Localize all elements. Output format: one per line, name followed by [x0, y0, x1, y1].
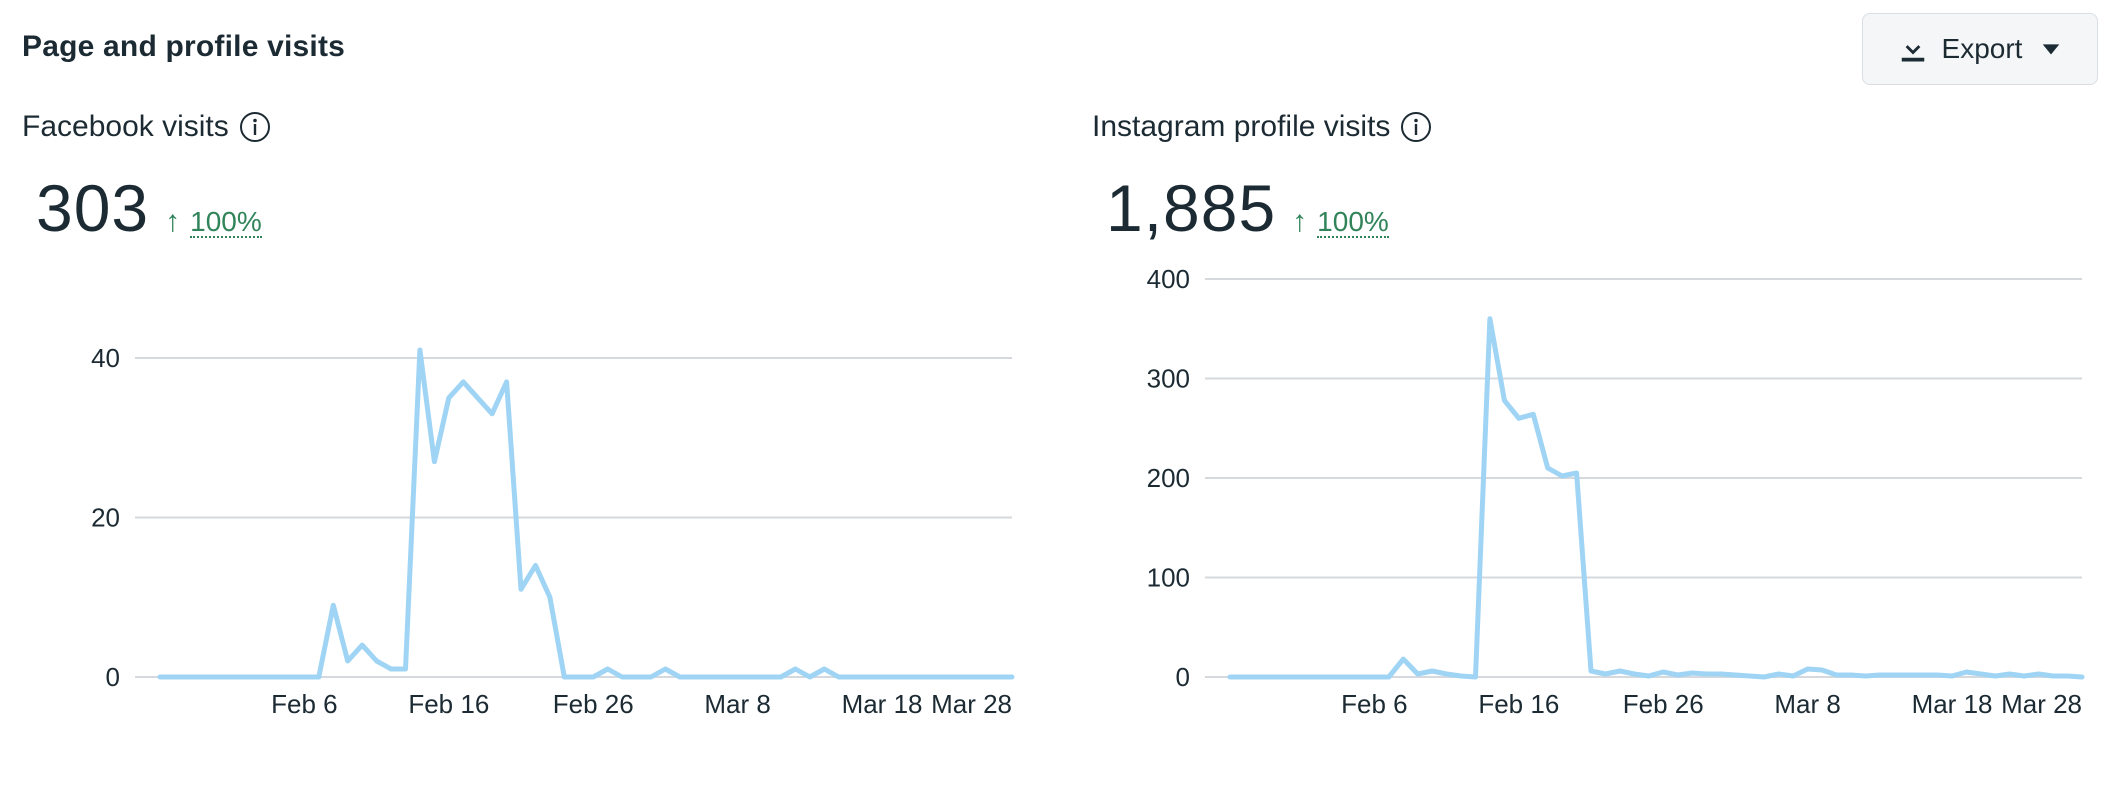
instagram-x-tick-label: Mar 18	[1912, 689, 1993, 719]
facebook-y-tick-label: 40	[91, 343, 120, 373]
export-button[interactable]: Export	[1862, 13, 2098, 85]
instagram-visits-title: Instagram profile visits	[1092, 110, 1432, 144]
facebook-x-tick-label: Feb 6	[271, 689, 338, 719]
facebook-visits-kpi: 303 ↑ 100%	[36, 170, 262, 246]
instagram-visits-value: 1,885	[1106, 171, 1277, 245]
instagram-x-tick-label: Mar 28	[2001, 689, 2082, 719]
facebook-visits-change-pct[interactable]: 100%	[190, 206, 262, 239]
facebook-visits-change: ↑ 100%	[165, 205, 262, 239]
instagram-y-tick-label: 100	[1147, 563, 1190, 593]
facebook-visits-value: 303	[36, 171, 150, 245]
instagram-x-tick-label: Feb 26	[1623, 689, 1704, 719]
instagram-visits-change: ↑ 100%	[1292, 205, 1389, 239]
info-icon[interactable]	[1400, 111, 1432, 143]
section-title: Page and profile visits	[22, 30, 346, 63]
facebook-visits-title: Facebook visits	[22, 110, 271, 144]
instagram-visits-change-pct[interactable]: 100%	[1317, 206, 1389, 239]
caret-down-icon	[2040, 38, 2062, 60]
instagram-y-tick-label: 400	[1147, 264, 1190, 294]
facebook-x-tick-label: Mar 8	[704, 689, 770, 719]
facebook-y-tick-label: 0	[106, 662, 120, 692]
instagram-y-tick-label: 0	[1176, 662, 1190, 692]
facebook-x-tick-label: Mar 18	[842, 689, 923, 719]
download-icon	[1898, 34, 1928, 64]
info-icon[interactable]	[239, 111, 271, 143]
facebook-x-tick-label: Feb 26	[553, 689, 634, 719]
instagram-x-tick-label: Feb 16	[1478, 689, 1559, 719]
facebook-series-line[interactable]	[157, 347, 1015, 680]
facebook-y-tick-label: 20	[91, 503, 120, 533]
facebook-x-tick-label: Feb 16	[408, 689, 489, 719]
instagram-visits-kpi: 1,885 ↑ 100%	[1106, 170, 1389, 246]
instagram-y-tick-label: 300	[1147, 364, 1190, 394]
instagram-y-tick-label: 200	[1147, 463, 1190, 493]
facebook-visits-title-label: Facebook visits	[22, 110, 229, 143]
instagram-x-tick-label: Feb 6	[1341, 689, 1408, 719]
instagram-series-line[interactable]	[1227, 316, 2085, 680]
instagram-x-tick-label: Mar 8	[1774, 689, 1840, 719]
arrow-up-icon: ↑	[165, 205, 181, 238]
facebook-x-tick-label: Mar 28	[931, 689, 1012, 719]
export-label: Export	[1941, 33, 2023, 64]
instagram-visits-title-label: Instagram profile visits	[1092, 110, 1391, 143]
arrow-up-icon: ↑	[1292, 205, 1308, 238]
